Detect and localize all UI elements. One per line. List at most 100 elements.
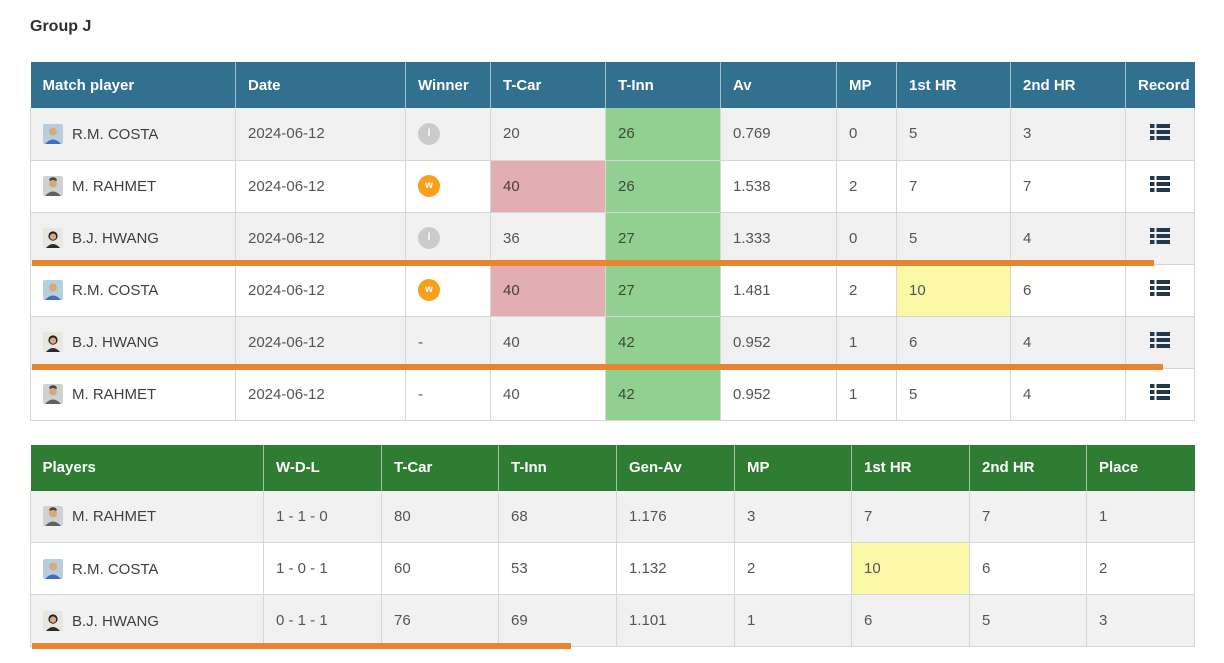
mp-cell: 0: [836, 211, 897, 265]
col-wdl: W-D-L: [263, 444, 382, 491]
player-cell: M. RAHMET: [30, 367, 236, 421]
t-inn-cell: 27: [605, 211, 721, 265]
match-table-wrap: Match player Date Winner T-Car T-Inn Av …: [30, 62, 1195, 421]
player-cell: B.J. HWANG: [30, 315, 236, 369]
winner-cell: L: [405, 211, 491, 265]
place-cell: 3: [1086, 594, 1195, 647]
player-name: R.M. COSTA: [72, 282, 159, 299]
match-row: R.M. COSTA 2024-06-12 L 20 26 0.769 0 5 …: [30, 108, 1195, 161]
hr1-cell: 10: [896, 263, 1011, 317]
match-row: M. RAHMET 2024-06-12 W 40 26 1.538 2 7 7: [30, 159, 1195, 213]
date-cell: 2024-06-12: [235, 108, 406, 161]
winner-dash: -: [418, 385, 423, 403]
player-avatar: [43, 176, 63, 196]
standings-table-wrap: Players W-D-L T-Car T-Inn Gen-Av MP 1st …: [30, 444, 1195, 649]
date-cell: 2024-06-12: [235, 367, 406, 421]
player-avatar: [43, 332, 63, 352]
av-cell: 0.769: [720, 108, 837, 161]
hr2-cell: 4: [1010, 211, 1126, 265]
record-list-icon[interactable]: [1150, 176, 1170, 192]
col-mp: MP: [734, 444, 852, 491]
date-cell: 2024-06-12: [235, 263, 406, 317]
t-car-cell: 40: [490, 263, 606, 317]
hr1-cell: 5: [896, 211, 1011, 265]
col-t-car: T-Car: [490, 62, 606, 108]
winner-cell: -: [405, 367, 491, 421]
t-car-cell: 40: [490, 367, 606, 421]
player-name: R.M. COSTA: [72, 125, 159, 143]
player-cell: M. RAHMET: [30, 159, 236, 213]
date-cell: 2024-06-12: [235, 211, 406, 265]
record-cell: [1125, 159, 1195, 213]
match-row: B.J. HWANG 2024-06-12 L 36 27 1.333 0 5 …: [30, 211, 1195, 265]
record-cell: [1125, 367, 1195, 421]
win-badge: W: [418, 279, 440, 301]
loss-badge: L: [418, 227, 440, 249]
col-match-player: Match player: [30, 62, 236, 108]
gen-av-cell: 1.132: [616, 542, 735, 595]
col-players: Players: [30, 444, 264, 491]
match-table: Match player Date Winner T-Car T-Inn Av …: [30, 62, 1195, 421]
mp-cell: 2: [836, 159, 897, 213]
player-cell: B.J. HWANG: [30, 594, 264, 647]
match-table-header-row: Match player Date Winner T-Car T-Inn Av …: [30, 62, 1195, 108]
player-avatar: [43, 558, 63, 579]
av-cell: 0.952: [720, 367, 837, 421]
date-cell: 2024-06-12: [235, 315, 406, 369]
record-list-icon[interactable]: [1150, 280, 1170, 296]
hr2-cell: 4: [1010, 367, 1126, 421]
hr1-cell: 6: [851, 594, 970, 647]
t-car-cell: 60: [381, 542, 499, 595]
col-1st-hr: 1st HR: [851, 444, 970, 491]
hr1-cell: 7: [851, 490, 970, 543]
standings-row: R.M. COSTA 1 - 0 - 1 60 53 1.132 2 10 6 …: [30, 542, 1195, 595]
player-name: M. RAHMET: [72, 178, 157, 195]
player-name: M. RAHMET: [72, 386, 157, 403]
col-t-inn: T-Inn: [498, 444, 617, 491]
record-list-icon[interactable]: [1150, 228, 1170, 244]
hr2-cell: 7: [1010, 159, 1126, 213]
col-mp: MP: [836, 62, 897, 108]
t-inn-cell: 53: [498, 542, 617, 595]
hr2-cell: 3: [1010, 108, 1126, 161]
record-list-icon[interactable]: [1150, 332, 1170, 348]
col-2nd-hr: 2nd HR: [969, 444, 1087, 491]
player-name: R.M. COSTA: [72, 560, 159, 578]
t-car-cell: 36: [490, 211, 606, 265]
record-list-icon[interactable]: [1150, 384, 1170, 400]
t-inn-cell: 26: [605, 159, 721, 213]
page-title: Group J: [30, 18, 92, 35]
col-gen-av: Gen-Av: [616, 444, 735, 491]
player-cell: M. RAHMET: [30, 490, 264, 543]
standings-row: B.J. HWANG 0 - 1 - 1 76 69 1.101 1 6 5 3: [30, 594, 1195, 647]
col-t-inn: T-Inn: [605, 62, 721, 108]
standings-header-row: Players W-D-L T-Car T-Inn Gen-Av MP 1st …: [30, 444, 1195, 491]
record-cell: [1125, 211, 1195, 265]
player-avatar: [43, 506, 63, 527]
av-cell: 1.538: [720, 159, 837, 213]
t-car-cell: 40: [490, 315, 606, 369]
wdl-cell: 1 - 1 - 0: [263, 490, 382, 543]
standings-table: Players W-D-L T-Car T-Inn Gen-Av MP 1st …: [30, 444, 1195, 647]
winner-cell: L: [405, 108, 491, 161]
date-cell: 2024-06-12: [235, 159, 406, 213]
hr1-cell: 10: [851, 542, 970, 595]
record-cell: [1125, 263, 1195, 317]
winner-cell: W: [405, 263, 491, 317]
hr1-cell: 7: [896, 159, 1011, 213]
av-cell: 1.481: [720, 263, 837, 317]
match-row: M. RAHMET 2024-06-12 - 40 42 0.952 1 5 4: [30, 367, 1195, 421]
player-avatar: [43, 384, 63, 404]
group-page: Group J Match player Date Winner T-Car T…: [30, 18, 1195, 649]
mp-cell: 1: [734, 594, 852, 647]
winner-cell: -: [405, 315, 491, 369]
mp-cell: 2: [734, 542, 852, 595]
hr2-cell: 5: [969, 594, 1087, 647]
col-t-car: T-Car: [381, 444, 499, 491]
record-list-icon[interactable]: [1150, 123, 1170, 140]
player-avatar: [43, 280, 63, 300]
t-car-cell: 80: [381, 490, 499, 543]
gen-av-cell: 1.101: [616, 594, 735, 647]
match-row: B.J. HWANG 2024-06-12 - 40 42 0.952 1 6 …: [30, 315, 1195, 369]
t-inn-cell: 27: [605, 263, 721, 317]
